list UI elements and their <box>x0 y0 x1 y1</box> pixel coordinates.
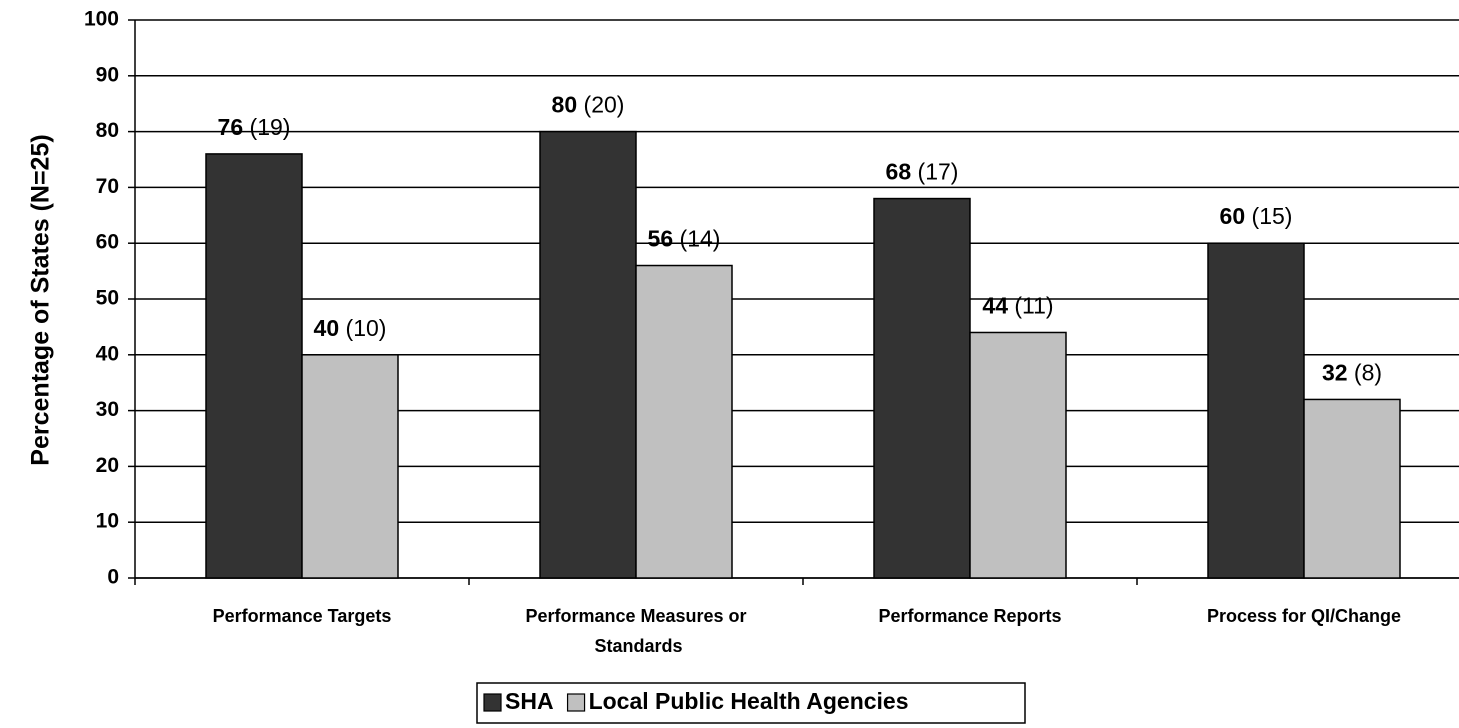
y-axis-title: Percentage of States (N=25) <box>27 134 55 465</box>
bar <box>539 130 637 579</box>
bar <box>969 331 1067 579</box>
legend-swatch <box>566 693 586 712</box>
legend-swatch <box>483 693 502 712</box>
bar <box>1303 398 1401 579</box>
x-tick-label: Performance Measures or Standards <box>525 606 746 656</box>
y-tick-label: 90 <box>96 63 119 86</box>
data-label: 44 (11) <box>982 293 1053 319</box>
bar <box>205 153 303 579</box>
data-label: 68 (17) <box>886 159 959 185</box>
y-tick-label: 30 <box>96 398 119 421</box>
data-label: 80 (20) <box>552 92 625 118</box>
x-tick-label: Process for QI/Change <box>1207 606 1401 626</box>
legend-label: SHA <box>505 688 554 714</box>
data-label: 40 (10) <box>314 315 387 341</box>
y-tick-label: 60 <box>96 231 119 254</box>
bar <box>301 354 399 579</box>
y-tick-label: 50 <box>96 287 119 310</box>
data-label: 76 (19) <box>218 114 291 140</box>
bar <box>635 264 733 579</box>
legend-label: Local Public Health Agencies <box>589 688 909 714</box>
y-tick-label: 80 <box>96 119 119 142</box>
bar <box>873 197 971 579</box>
data-label: 32 (8) <box>1322 360 1382 386</box>
y-tick-label: 100 <box>84 8 119 31</box>
data-label: 56 (14) <box>648 226 721 252</box>
x-tick-label: Performance Targets <box>213 606 392 626</box>
data-label: 60 (15) <box>1220 203 1293 229</box>
y-tick-label: 20 <box>96 454 119 477</box>
y-tick-label: 70 <box>96 175 119 198</box>
y-tick-label: 40 <box>96 342 119 365</box>
y-tick-label: 10 <box>96 510 119 533</box>
y-tick-label: 0 <box>107 566 119 589</box>
bar <box>1207 242 1305 579</box>
x-tick-label: Performance Reports <box>878 606 1061 626</box>
